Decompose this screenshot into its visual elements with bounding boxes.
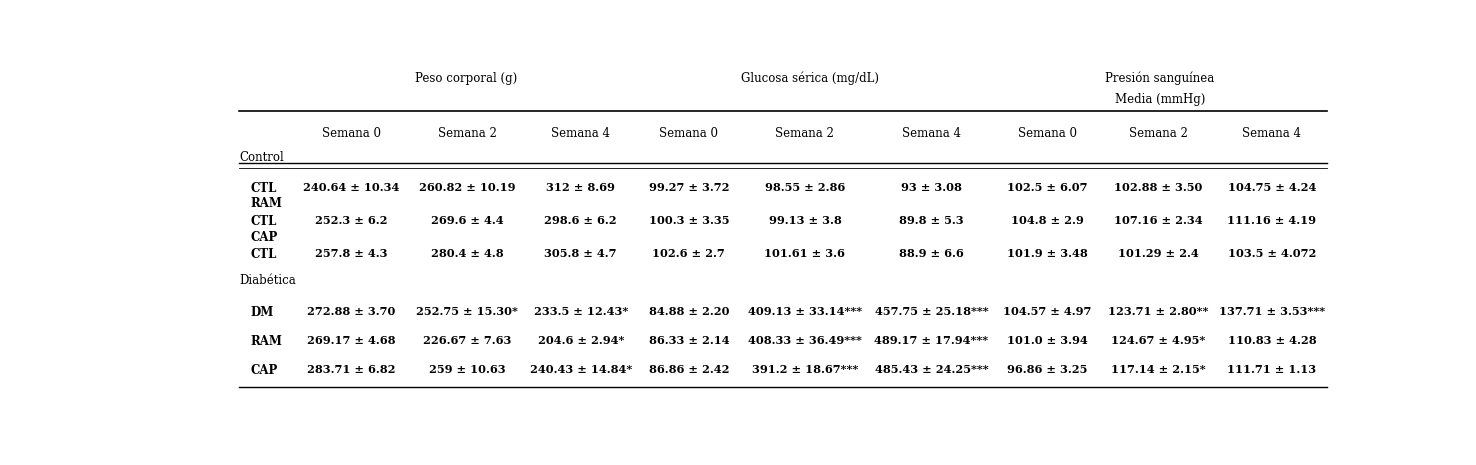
Text: 391.2 ± 18.67***: 391.2 ± 18.67*** [751, 364, 858, 375]
Text: 93 ± 3.08: 93 ± 3.08 [902, 182, 962, 193]
Text: 252.3 ± 6.2: 252.3 ± 6.2 [314, 215, 388, 226]
Text: 101.61 ± 3.6: 101.61 ± 3.6 [765, 248, 846, 259]
Text: 305.8 ± 4.7: 305.8 ± 4.7 [545, 248, 617, 259]
Text: Semana 4: Semana 4 [551, 127, 610, 140]
Text: Glucosa sérica (mg/dL): Glucosa sérica (mg/dL) [741, 72, 880, 86]
Text: 124.67 ± 4.95*: 124.67 ± 4.95* [1111, 335, 1206, 346]
Text: 252.75 ± 15.30*: 252.75 ± 15.30* [416, 306, 518, 318]
Text: CAP: CAP [251, 231, 277, 244]
Text: 269.6 ± 4.4: 269.6 ± 4.4 [431, 215, 503, 226]
Text: Peso corporal (g): Peso corporal (g) [415, 72, 517, 85]
Text: 86.33 ± 2.14: 86.33 ± 2.14 [648, 335, 729, 346]
Text: 260.82 ± 10.19: 260.82 ± 10.19 [419, 182, 515, 193]
Text: 98.55 ± 2.86: 98.55 ± 2.86 [765, 182, 846, 193]
Text: 272.88 ± 3.70: 272.88 ± 3.70 [307, 306, 396, 318]
Text: 312 ± 8.69: 312 ± 8.69 [546, 182, 615, 193]
Text: 99.27 ± 3.72: 99.27 ± 3.72 [648, 182, 729, 193]
Text: 111.16 ± 4.19: 111.16 ± 4.19 [1228, 215, 1317, 226]
Text: 86.86 ± 2.42: 86.86 ± 2.42 [648, 364, 729, 375]
Text: 280.4 ± 4.8: 280.4 ± 4.8 [431, 248, 503, 259]
Text: 111.71 ± 1.13: 111.71 ± 1.13 [1228, 364, 1317, 375]
Text: Semana 4: Semana 4 [1243, 127, 1302, 140]
Text: 233.5 ± 12.43*: 233.5 ± 12.43* [534, 306, 627, 318]
Text: Semana 0: Semana 0 [1018, 127, 1077, 140]
Text: 88.9 ± 6.6: 88.9 ± 6.6 [899, 248, 964, 259]
Text: 259 ± 10.63: 259 ± 10.63 [430, 364, 506, 375]
Text: 409.13 ± 33.14***: 409.13 ± 33.14*** [748, 306, 862, 318]
Text: 117.14 ± 2.15*: 117.14 ± 2.15* [1111, 364, 1206, 375]
Text: DM: DM [251, 306, 275, 319]
Text: 101.29 ± 2.4: 101.29 ± 2.4 [1117, 248, 1199, 259]
Text: CTL: CTL [251, 182, 277, 195]
Text: 137.71 ± 3.53***: 137.71 ± 3.53*** [1219, 306, 1325, 318]
Text: 107.16 ± 2.34: 107.16 ± 2.34 [1114, 215, 1203, 226]
Text: Semana 2: Semana 2 [1129, 127, 1188, 140]
Text: 485.43 ± 24.25***: 485.43 ± 24.25*** [875, 364, 989, 375]
Text: CTL: CTL [251, 215, 277, 228]
Text: 240.64 ± 10.34: 240.64 ± 10.34 [303, 182, 400, 193]
Text: 226.67 ± 7.63: 226.67 ± 7.63 [424, 335, 512, 346]
Text: 283.71 ± 6.82: 283.71 ± 6.82 [307, 364, 396, 375]
Text: 102.5 ± 6.07: 102.5 ± 6.07 [1008, 182, 1088, 193]
Text: CTL: CTL [251, 248, 277, 261]
Text: 104.75 ± 4.24: 104.75 ± 4.24 [1228, 182, 1317, 193]
Text: 110.83 ± 4.28: 110.83 ± 4.28 [1228, 335, 1317, 346]
Text: 204.6 ± 2.94*: 204.6 ± 2.94* [537, 335, 624, 346]
Text: 298.6 ± 6.2: 298.6 ± 6.2 [545, 215, 617, 226]
Text: 408.33 ± 36.49***: 408.33 ± 36.49*** [748, 335, 862, 346]
Text: 102.88 ± 3.50: 102.88 ± 3.50 [1114, 182, 1203, 193]
Text: Diabética: Diabética [239, 274, 297, 287]
Text: 89.8 ± 5.3: 89.8 ± 5.3 [899, 215, 964, 226]
Text: Media (mmHg): Media (mmHg) [1114, 93, 1204, 106]
Text: Control: Control [239, 151, 285, 164]
Text: RAM: RAM [251, 197, 283, 210]
Text: 103.5 ± 4.072: 103.5 ± 4.072 [1228, 248, 1317, 259]
Text: 104.57 ± 4.97: 104.57 ± 4.97 [1004, 306, 1092, 318]
Text: Semana 0: Semana 0 [322, 127, 381, 140]
Text: Semana 2: Semana 2 [438, 127, 497, 140]
Text: 102.6 ± 2.7: 102.6 ± 2.7 [652, 248, 725, 259]
Text: 269.17 ± 4.68: 269.17 ± 4.68 [307, 335, 396, 346]
Text: 489.17 ± 17.94***: 489.17 ± 17.94*** [874, 335, 989, 346]
Text: Semana 2: Semana 2 [775, 127, 834, 140]
Text: 101.0 ± 3.94: 101.0 ± 3.94 [1007, 335, 1088, 346]
Text: 101.9 ± 3.48: 101.9 ± 3.48 [1007, 248, 1088, 259]
Text: 457.75 ± 25.18***: 457.75 ± 25.18*** [875, 306, 989, 318]
Text: 240.43 ± 14.84*: 240.43 ± 14.84* [530, 364, 632, 375]
Text: 104.8 ± 2.9: 104.8 ± 2.9 [1011, 215, 1083, 226]
Text: RAM: RAM [251, 335, 283, 348]
Text: 99.13 ± 3.8: 99.13 ± 3.8 [769, 215, 841, 226]
Text: CAP: CAP [251, 364, 277, 377]
Text: Semana 4: Semana 4 [902, 127, 961, 140]
Text: Semana 0: Semana 0 [660, 127, 719, 140]
Text: 123.71 ± 2.80**: 123.71 ± 2.80** [1108, 306, 1209, 318]
Text: Presión sanguínea: Presión sanguínea [1106, 72, 1215, 86]
Text: 257.8 ± 4.3: 257.8 ± 4.3 [314, 248, 388, 259]
Text: 84.88 ± 2.20: 84.88 ± 2.20 [648, 306, 729, 318]
Text: 100.3 ± 3.35: 100.3 ± 3.35 [648, 215, 729, 226]
Text: 96.86 ± 3.25: 96.86 ± 3.25 [1008, 364, 1088, 375]
